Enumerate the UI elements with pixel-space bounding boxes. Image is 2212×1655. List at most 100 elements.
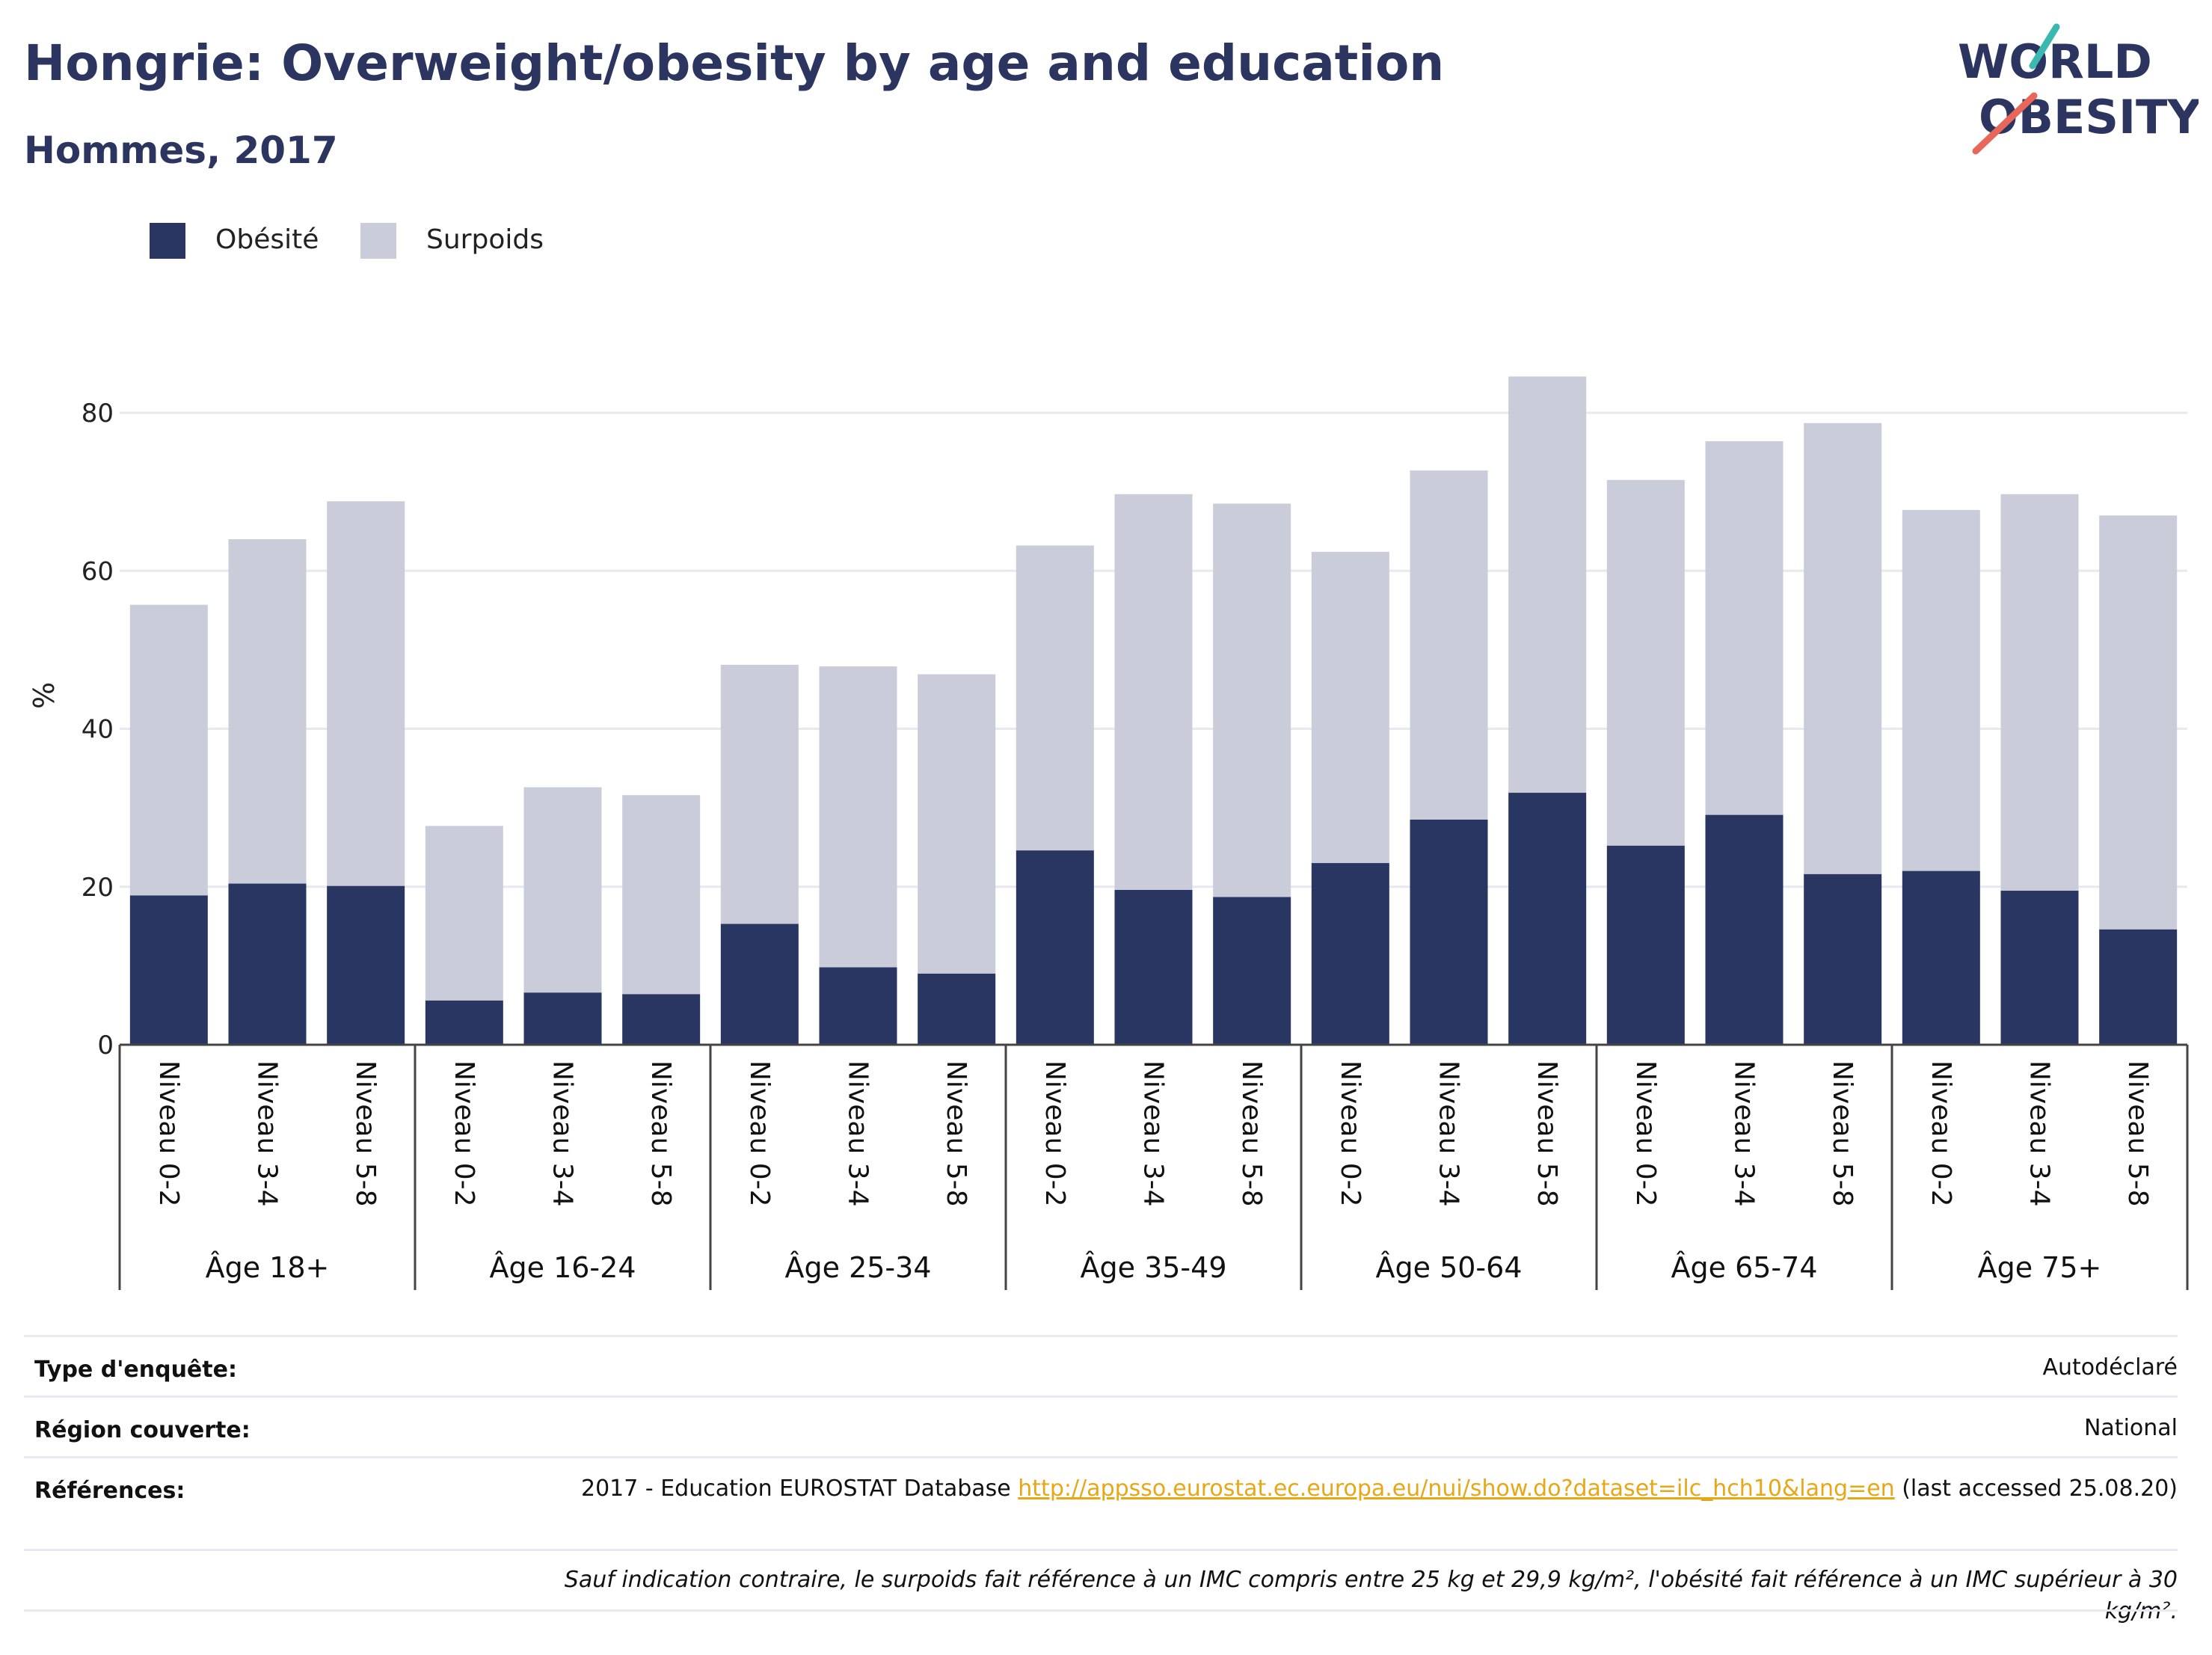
table-bottom-border <box>24 1609 2178 1612</box>
bar-obesite <box>327 885 405 1045</box>
bar-surpoids <box>1410 470 1488 820</box>
bar-obesite <box>819 967 897 1045</box>
x-category-label: Niveau 3-4 <box>1434 1060 1464 1207</box>
axes: 0 20 40 60 80 Niveau 0-2 Niveau 3-4 Niveau 5-8 Â… <box>82 399 2189 1290</box>
bar-obesite <box>1606 845 1685 1045</box>
bar-obesite <box>1508 793 1587 1045</box>
y-tick-label: 0 <box>97 1031 114 1060</box>
x-category-label: Niveau 5-8 <box>350 1060 381 1207</box>
bar-surpoids <box>1508 376 1587 793</box>
bars <box>129 376 2178 1045</box>
x-category-label: Niveau 5-8 <box>941 1060 971 1207</box>
x-category-label: Niveau 3-4 <box>843 1060 873 1207</box>
references-prefix: 2017 - Education EUROSTAT Database <box>580 1476 1019 1502</box>
legend-label-overweight: Surpoids <box>426 224 544 255</box>
x-group-label: Âge 16-24 <box>490 1251 636 1284</box>
info-row-footnote: Sauf indication contraire, le surpoids f… <box>24 1549 2178 1624</box>
y-tick-label: 20 <box>82 873 114 903</box>
bar-obesite <box>2000 891 2079 1045</box>
bar-obesite <box>1804 873 1882 1045</box>
references-link[interactable]: http://appsso.eurostat.ec.europa.eu/nui/… <box>1018 1476 1895 1502</box>
footnote: Sauf indication contraire, le surpoids f… <box>564 1567 2178 1624</box>
x-category-label: Niveau 3-4 <box>1138 1060 1169 1207</box>
bar-obesite <box>720 924 799 1045</box>
chart-title: Hongrie: Overweight/obesity by age and e… <box>24 34 1445 92</box>
x-category-label: Niveau 5-8 <box>1827 1060 1858 1207</box>
bar-surpoids <box>622 795 701 995</box>
references-suffix: (last accessed 25.08.20) <box>1894 1476 2178 1502</box>
bar-surpoids <box>2099 515 2178 930</box>
x-category-label: Niveau 0-2 <box>744 1060 775 1207</box>
bar-surpoids <box>819 666 897 968</box>
bar-obesite <box>523 992 602 1045</box>
bar-surpoids <box>425 826 503 1001</box>
bar-obesite <box>2099 929 2178 1045</box>
bar-obesite <box>425 1000 503 1045</box>
x-group-label: Âge 50-64 <box>1376 1251 1523 1284</box>
bar-surpoids <box>720 664 799 924</box>
x-category-label: Niveau 3-4 <box>1729 1060 1760 1207</box>
x-group-label: Âge 18+ <box>206 1251 330 1284</box>
survey-type-label: Type d'enquête: <box>34 1357 237 1383</box>
bar-surpoids <box>1804 423 1882 874</box>
y-tick-label: 80 <box>82 399 114 429</box>
x-category-label: Niveau 0-2 <box>1039 1060 1070 1207</box>
bar-obesite <box>622 994 701 1045</box>
survey-type-value: Autodéclaré <box>2042 1354 2178 1381</box>
x-category-label: Niveau 5-8 <box>1236 1060 1267 1207</box>
x-category-label: Niveau 0-2 <box>1630 1060 1661 1207</box>
y-axis-title: % <box>28 682 61 709</box>
world-obesity-logo: WORLD OBESITY <box>1944 21 2202 156</box>
x-category-label: Niveau 3-4 <box>2024 1060 2055 1207</box>
bar-obesite <box>1705 814 1784 1045</box>
bar-surpoids <box>1213 503 1291 897</box>
stacked-bar-chart: 0 20 40 60 80 Niveau 0-2 Niveau 3-4 Niveau 5-8 Â… <box>28 376 2189 1290</box>
bar-obesite <box>228 883 307 1045</box>
info-row-references: Références: 2017 - Education EUROSTAT Da… <box>24 1456 2178 1551</box>
bar-surpoids <box>1902 509 1980 871</box>
bar-surpoids <box>1114 494 1193 890</box>
x-category-label: Niveau 5-8 <box>1531 1060 1562 1207</box>
x-category-label: Niveau 3-4 <box>252 1060 283 1207</box>
bar-surpoids <box>1705 441 1784 815</box>
bar-obesite <box>918 973 996 1045</box>
bar-surpoids <box>523 787 602 993</box>
x-group-label: Âge 25-34 <box>785 1251 932 1284</box>
bar-obesite <box>129 895 208 1045</box>
logo-line1: WORLD <box>1958 34 2152 89</box>
bar-obesite <box>1410 819 1488 1045</box>
y-tick-label: 60 <box>82 556 114 586</box>
x-category-label: Niveau 5-8 <box>2122 1060 2153 1207</box>
x-category-label: Niveau 0-2 <box>1926 1060 1956 1207</box>
x-group-label: Âge 75+ <box>1978 1251 2102 1284</box>
x-category-label: Niveau 0-2 <box>449 1060 479 1207</box>
bar-obesite <box>1114 889 1193 1045</box>
info-row-region: Région couverte: National <box>24 1395 2178 1458</box>
legend-swatch-overweight <box>360 223 396 259</box>
references-value: 2017 - Education EUROSTAT Database http:… <box>581 1473 2178 1505</box>
region-value: National <box>2083 1415 2178 1441</box>
info-row-survey-type: Type d'enquête: Autodéclaré <box>24 1335 2178 1398</box>
bar-surpoids <box>1016 545 1094 851</box>
bar-surpoids <box>1311 551 1389 864</box>
references-label: Références: <box>34 1478 185 1504</box>
bar-surpoids <box>2000 494 2079 891</box>
legend-label-obesity: Obésité <box>215 224 319 255</box>
chart-subtitle: Hommes, 2017 <box>24 129 338 172</box>
x-category-label: Niveau 0-2 <box>153 1060 184 1207</box>
bar-obesite <box>1213 897 1291 1045</box>
x-category-label: Niveau 5-8 <box>645 1060 676 1207</box>
bar-surpoids <box>228 539 307 884</box>
legend-swatch-obesity <box>150 223 185 259</box>
x-group-label: Âge 65-74 <box>1671 1251 1818 1284</box>
x-category-label: Niveau 3-4 <box>547 1060 578 1207</box>
bar-obesite <box>1016 850 1094 1045</box>
bar-surpoids <box>327 501 405 886</box>
bar-obesite <box>1902 871 1980 1045</box>
y-tick-label: 40 <box>82 715 114 745</box>
bar-obesite <box>1311 863 1389 1045</box>
region-label: Région couverte: <box>34 1417 251 1443</box>
x-group-label: Âge 35-49 <box>1081 1251 1227 1284</box>
x-category-label: Niveau 0-2 <box>1335 1060 1365 1207</box>
bar-surpoids <box>1606 479 1685 846</box>
